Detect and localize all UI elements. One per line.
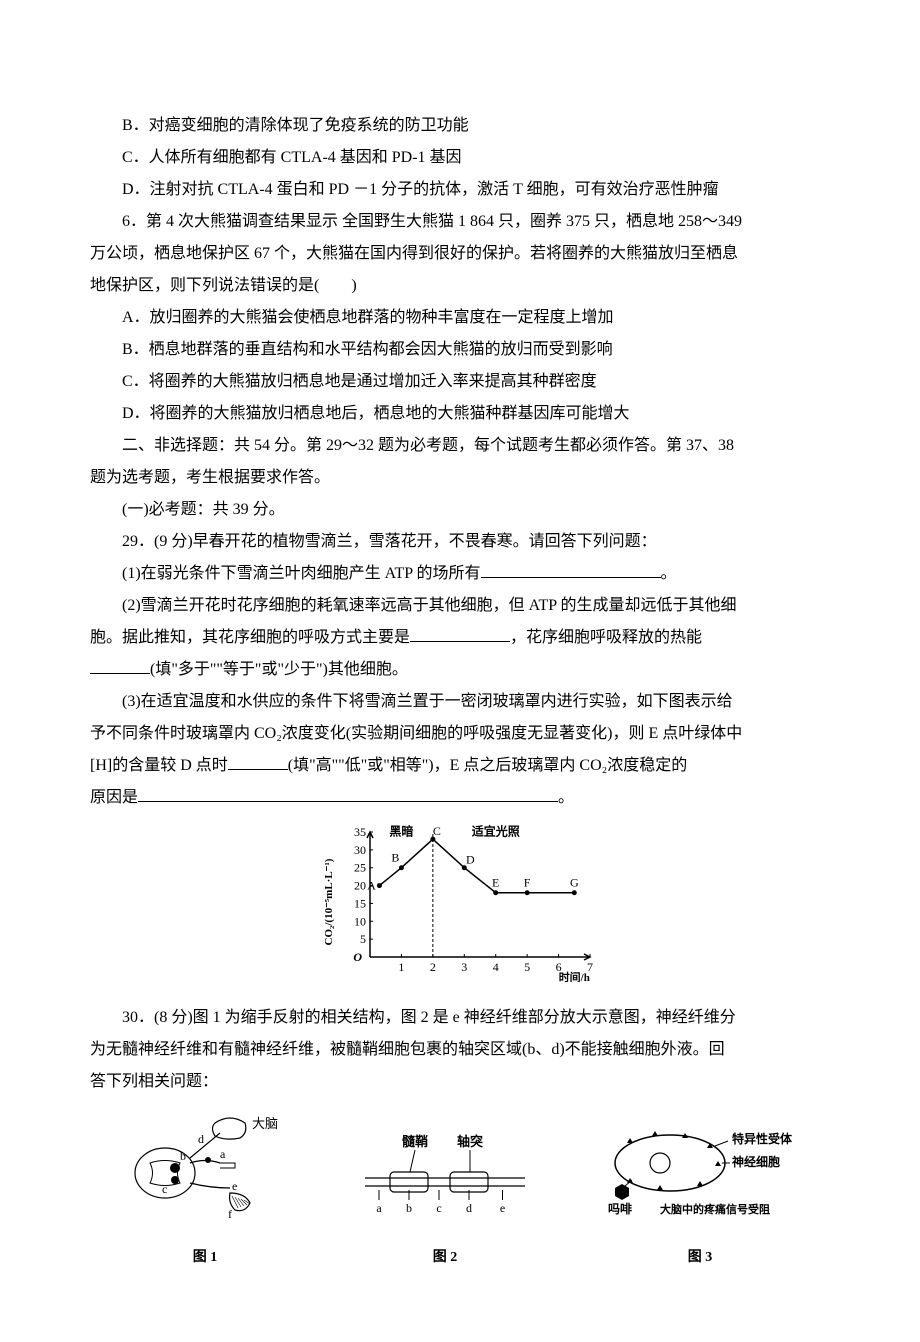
figure-1-block: 大脑 d a e b c f 图 1 bbox=[120, 1108, 290, 1272]
figure-2-caption: 图 2 bbox=[350, 1244, 540, 1272]
q6-choice-A: A．放归圈养的大熊猫会使栖息地群落的物种丰富度在一定程度上增加 bbox=[90, 302, 830, 334]
svg-text:4: 4 bbox=[493, 960, 499, 974]
svg-text:大脑中的疼痛信号受阻: 大脑中的疼痛信号受阻 bbox=[660, 1202, 770, 1216]
q6-stem-line2: 万公顷，栖息地保护区 67 个，大熊猫在国内得到很好的保护。若将圈养的大熊猫放归… bbox=[90, 238, 830, 270]
q6-stem-line3: 地保护区，则下列说法错误的是( ) bbox=[90, 270, 830, 302]
svg-text:G: G bbox=[570, 876, 579, 890]
svg-text:特异性受体: 特异性受体 bbox=[732, 1131, 793, 1146]
q6-choice-B: B．栖息地群落的垂直结构和水平结构都会因大熊猫的放归而受到影响 bbox=[90, 334, 830, 366]
svg-text:髓鞘: 髓鞘 bbox=[402, 1134, 428, 1149]
svg-text:吗啡: 吗啡 bbox=[608, 1201, 632, 1216]
blank-field bbox=[90, 655, 150, 674]
q29-p3-line4: 原因是 。 bbox=[90, 782, 830, 814]
svg-text:10: 10 bbox=[354, 914, 366, 928]
q29-p2-text-c: ，花序细胞呼吸释放的热能 bbox=[510, 629, 702, 646]
svg-text:f: f bbox=[228, 1207, 232, 1221]
svg-text:时间/h: 时间/h bbox=[559, 970, 590, 982]
q29-p1-text-b: 。 bbox=[661, 565, 677, 582]
q29-p2-line1: (2)雪滴兰开花时花序细胞的耗氧速率远高于其他细胞，但 ATP 的生成量却远低于… bbox=[90, 590, 830, 622]
svg-text:CO₂/(10⁻⁵mL·L⁻¹): CO₂/(10⁻⁵mL·L⁻¹) bbox=[323, 858, 335, 945]
svg-text:5: 5 bbox=[360, 932, 366, 946]
q5-choice-D: D．注射对抗 CTLA-4 蛋白和 PD －1 分子的抗体，激活 T 细胞，可有… bbox=[90, 174, 830, 206]
q5-choice-B: B．对癌变细胞的清除体现了免疫系统的防卫功能 bbox=[90, 110, 830, 142]
svg-text:大脑: 大脑 bbox=[252, 1116, 278, 1131]
svg-text:25: 25 bbox=[354, 861, 366, 875]
q29-p2-text-d: (填"多于""等于"或"少于")其他细胞。 bbox=[150, 661, 408, 678]
q5-choice-C: C．人体所有细胞都有 CTLA-4 基因和 PD-1 基因 bbox=[90, 142, 830, 174]
section2-header-line1: 二、非选择题：共 54 分。第 29～32 题为必考题，每个试题考生都必须作答。… bbox=[90, 430, 830, 462]
q29-p2-line2: 胞。据此推知，其花序细胞的呼吸方式主要是 ，花序细胞呼吸释放的热能 bbox=[90, 622, 830, 654]
svg-text:2: 2 bbox=[430, 960, 436, 974]
svg-text:3: 3 bbox=[461, 960, 467, 974]
q29-p3-text-f: 。 bbox=[558, 789, 574, 806]
svg-text:A: A bbox=[367, 879, 376, 893]
q29-p3-text-e: 原因是 bbox=[90, 789, 138, 806]
q30-stem-line2: 为无髓神经纤维和有髓神经纤维，被髓鞘细胞包裹的轴突区域(b、d)不能接触细胞外液… bbox=[90, 1034, 830, 1066]
svg-text:B: B bbox=[391, 851, 399, 865]
svg-text:30: 30 bbox=[354, 843, 366, 857]
q6-stem-line1: 6．第 4 次大熊猫调查结果显示 全国野生大熊猫 1 864 只，圈养 375 … bbox=[90, 206, 830, 238]
section2-header-line2: 题为选考题，考生根据要求作答。 bbox=[90, 462, 830, 494]
svg-text:5: 5 bbox=[524, 960, 530, 974]
q29-p1: (1)在弱光条件下雪滴兰叶肉细胞产生 ATP 的场所有 。 bbox=[90, 558, 830, 590]
q29-p3-line2: 予不同条件时玻璃罩内 CO₂浓度变化(实验期间细胞的呼吸强度无显著变化)，则 E… bbox=[90, 718, 830, 750]
svg-text:神经细胞: 神经细胞 bbox=[732, 1154, 780, 1169]
blank-field bbox=[228, 751, 288, 770]
svg-text:a: a bbox=[376, 1201, 382, 1215]
figure-3-block: 特异性受体神经细胞吗啡 大脑中的疼痛信号受阻 图 3 bbox=[600, 1108, 800, 1272]
svg-text:a: a bbox=[220, 1147, 226, 1161]
q29-p3-line3: [H]的含量较 D 点时 (填"高""低"或"相等")，E 点之后玻璃罩内 CO₂… bbox=[90, 750, 830, 782]
q29-p2-line3: (填"多于""等于"或"少于")其他细胞。 bbox=[90, 654, 830, 686]
figure-3-caption: 图 3 bbox=[600, 1244, 800, 1272]
svg-text:b: b bbox=[406, 1201, 412, 1215]
svg-text:d: d bbox=[466, 1201, 472, 1215]
svg-text:c: c bbox=[436, 1201, 441, 1215]
q29-p3-line1: (3)在适宜温度和水供应的条件下将雪滴兰置于一密闭玻璃罩内进行实验，如下图表示给 bbox=[90, 686, 830, 718]
svg-text:15: 15 bbox=[354, 896, 366, 910]
svg-text:E: E bbox=[492, 876, 499, 890]
q6-choice-C: C．将圈养的大熊猫放归栖息地是通过增加迁入率来提高其种群密度 bbox=[90, 366, 830, 398]
receptor-diagram: 特异性受体神经细胞吗啡 大脑中的疼痛信号受阻 bbox=[600, 1108, 800, 1228]
figure-2-block: a b c d e 髓鞘 轴突 图 2 bbox=[350, 1108, 540, 1272]
q30-stem-line3: 答下列相关问题： bbox=[90, 1066, 830, 1098]
svg-text:C: C bbox=[433, 824, 441, 838]
figure-1-caption: 图 1 bbox=[120, 1244, 290, 1272]
q30-figures-row: 大脑 d a e b c f 图 1 a b c d e 髓鞘 轴突 图 2 特异性受体神经细胞吗啡 大脑… bbox=[90, 1108, 830, 1272]
svg-text:b: b bbox=[180, 1149, 186, 1163]
blank-field bbox=[138, 783, 558, 802]
q29-p1-text-a: (1)在弱光条件下雪滴兰叶肉细胞产生 ATP 的场所有 bbox=[122, 565, 481, 582]
q29-chart: O51015202530351234567黑暗适宜光照CO₂/(10⁻⁵mL·L… bbox=[90, 822, 830, 994]
blank-field bbox=[481, 559, 661, 578]
svg-text:d: d bbox=[198, 1132, 204, 1146]
svg-text:35: 35 bbox=[354, 825, 366, 839]
reflex-arc-diagram: 大脑 d a e b c f bbox=[120, 1108, 290, 1228]
section2-sub1: (一)必考题：共 39 分。 bbox=[90, 494, 830, 526]
q30-stem-line1: 30．(8 分)图 1 为缩手反射的相关结构，图 2 是 e 神经纤维部分放大示… bbox=[90, 1002, 830, 1034]
svg-text:1: 1 bbox=[398, 960, 404, 974]
q6-choice-D: D．将圈养的大熊猫放归栖息地后，栖息地的大熊猫种群基因库可能增大 bbox=[90, 398, 830, 430]
svg-text:黑暗: 黑暗 bbox=[389, 824, 413, 839]
co2-line-chart: O51015202530351234567黑暗适宜光照CO₂/(10⁻⁵mL·L… bbox=[320, 822, 600, 982]
blank-field bbox=[410, 623, 510, 642]
q29-p2-text-b: 胞。据此推知，其花序细胞的呼吸方式主要是 bbox=[90, 629, 410, 646]
svg-text:D: D bbox=[466, 853, 475, 867]
svg-text:F: F bbox=[524, 876, 531, 890]
q29-p3-text-d: (填"高""低"或"相等")，E 点之后玻璃罩内 CO₂浓度稳定的 bbox=[288, 757, 687, 774]
svg-text:轴突: 轴突 bbox=[457, 1134, 483, 1149]
svg-text:O: O bbox=[353, 950, 362, 964]
svg-text:e: e bbox=[232, 1179, 237, 1193]
svg-text:e: e bbox=[500, 1201, 505, 1215]
nerve-fiber-diagram: a b c d e 髓鞘 轴突 bbox=[350, 1108, 540, 1228]
q29-p3-text-c: [H]的含量较 D 点时 bbox=[90, 757, 228, 774]
svg-text:c: c bbox=[162, 1182, 167, 1196]
svg-text:适宜光照: 适宜光照 bbox=[472, 824, 520, 839]
svg-text:20: 20 bbox=[354, 879, 366, 893]
q29-stem: 29．(9 分)早春开花的植物雪滴兰，雪落花开，不畏春寒。请回答下列问题： bbox=[90, 526, 830, 558]
